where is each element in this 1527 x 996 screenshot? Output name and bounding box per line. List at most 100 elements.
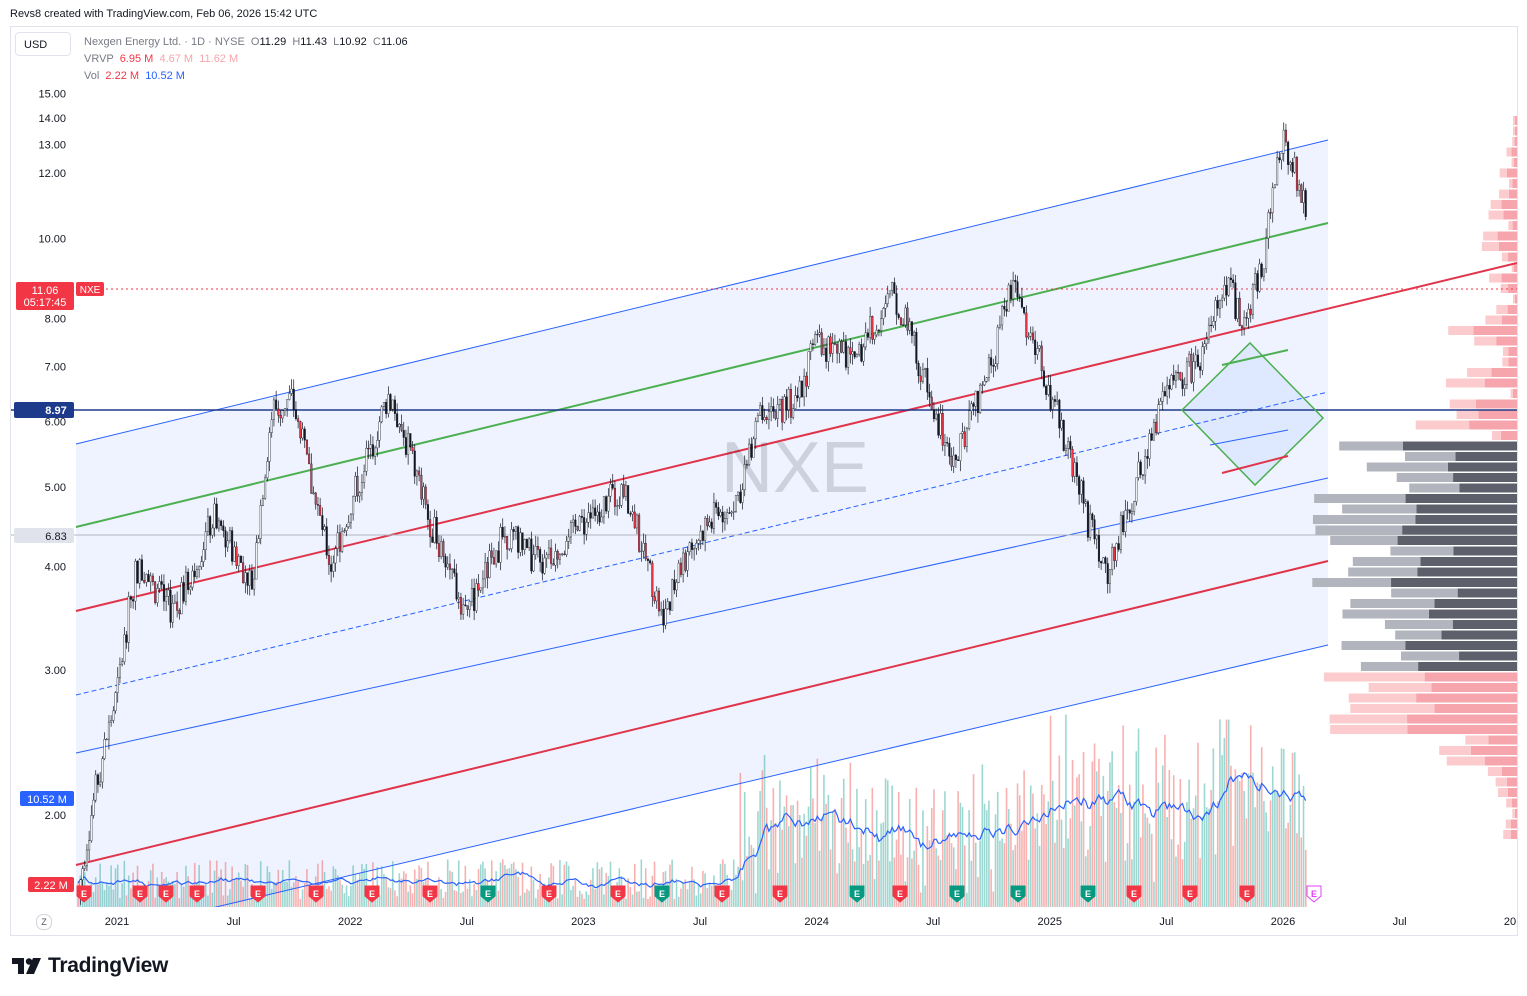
- candle-body: [321, 515, 324, 530]
- candle-body: [1174, 372, 1177, 381]
- earnings-marker[interactable]: E: [1126, 885, 1142, 903]
- volume-bar: [1146, 817, 1149, 907]
- profile-bar-down: [1483, 231, 1498, 241]
- candle-body: [343, 530, 346, 532]
- volume-bar: [847, 842, 849, 907]
- profile-bar-up: [1511, 798, 1517, 808]
- earnings-marker[interactable]: E: [132, 885, 148, 903]
- svg-text:E: E: [81, 889, 87, 899]
- candle-body: [998, 324, 1001, 328]
- candle-body: [409, 433, 412, 448]
- earnings-marker[interactable]: E: [189, 885, 205, 903]
- profile-bar-up: [1397, 536, 1517, 545]
- volume-bar: [402, 871, 405, 907]
- earnings-marker[interactable]: E: [364, 885, 380, 903]
- earnings-marker[interactable]: E: [1306, 885, 1322, 903]
- volume-bar: [262, 893, 264, 907]
- candle-body: [277, 408, 280, 416]
- volume-bar: [970, 860, 973, 907]
- tradingview-logo[interactable]: TradingView: [12, 954, 168, 978]
- profile-bar-down: [1510, 389, 1513, 398]
- legend-vrvp[interactable]: VRVP 6.95 M 4.67 M 11.62 M: [84, 53, 238, 65]
- candle-body: [1280, 153, 1283, 161]
- earnings-marker[interactable]: E: [1182, 885, 1198, 903]
- volume-bar: [504, 865, 506, 907]
- earnings-marker[interactable]: E: [250, 885, 266, 903]
- candle-body: [169, 589, 172, 623]
- earnings-marker[interactable]: E: [1010, 885, 1026, 903]
- volume-bar: [378, 895, 381, 907]
- candle-body: [959, 433, 962, 461]
- candle-body: [565, 541, 568, 555]
- volume-bar: [246, 865, 249, 907]
- volume-bar: [532, 879, 535, 907]
- earnings-marker[interactable]: E: [654, 885, 670, 903]
- volume-bar: [1142, 784, 1144, 907]
- earnings-marker[interactable]: E: [308, 885, 324, 903]
- candle-body: [1115, 543, 1118, 561]
- volume-bar: [1296, 833, 1298, 907]
- volume-bar: [589, 879, 592, 907]
- profile-bar-up: [1514, 158, 1517, 167]
- candle-body: [838, 340, 841, 354]
- currency-button[interactable]: USD: [15, 32, 71, 56]
- candle-body: [125, 634, 128, 643]
- candle-body: [305, 439, 308, 455]
- z-button[interactable]: Z: [36, 914, 52, 930]
- candle-body: [1269, 212, 1272, 214]
- profile-bar-down: [1508, 221, 1513, 230]
- candle-body: [451, 568, 454, 570]
- earnings-marker[interactable]: E: [422, 885, 438, 903]
- earnings-marker[interactable]: E: [610, 885, 626, 903]
- volume-bar: [1133, 801, 1135, 907]
- profile-bar-up: [1434, 599, 1517, 608]
- volume-bar: [286, 881, 288, 907]
- chart-frame[interactable]: [10, 26, 1518, 936]
- volume-bar: [356, 879, 359, 907]
- earnings-marker[interactable]: E: [76, 885, 92, 903]
- profile-bar-down: [1488, 210, 1504, 220]
- candle-body: [1049, 385, 1052, 410]
- earnings-marker[interactable]: E: [158, 885, 174, 903]
- earnings-marker[interactable]: E: [949, 885, 965, 903]
- earnings-marker[interactable]: E: [541, 885, 557, 903]
- earnings-marker[interactable]: E: [714, 885, 730, 903]
- candle-body: [376, 440, 379, 449]
- volume-bar: [763, 754, 766, 907]
- legend-vol[interactable]: Vol 2.22 M 10.52 M: [84, 70, 185, 82]
- candle-body: [994, 363, 997, 367]
- volume-bar: [682, 882, 684, 907]
- earnings-marker[interactable]: E: [892, 885, 908, 903]
- candle-body: [613, 487, 616, 507]
- candle-body: [272, 399, 275, 420]
- volume-bar: [1267, 831, 1270, 907]
- earnings-marker[interactable]: E: [849, 885, 865, 903]
- earnings-marker[interactable]: E: [1080, 885, 1096, 903]
- candle-body: [1221, 297, 1224, 301]
- candle-body: [132, 599, 135, 602]
- candle-body: [785, 396, 788, 410]
- earnings-marker[interactable]: E: [1239, 885, 1255, 903]
- volume-bar: [827, 794, 830, 907]
- volume-bar: [748, 836, 750, 907]
- earnings-marker[interactable]: E: [480, 885, 496, 903]
- profile-bar-down: [1330, 536, 1398, 545]
- profile-bar-down: [1409, 483, 1460, 493]
- dashed-mid-line: [75, 391, 1329, 696]
- volume-bar: [572, 885, 574, 907]
- candle-body: [257, 538, 260, 543]
- candle-body: [728, 512, 731, 514]
- candle-body: [107, 721, 110, 740]
- volume-bar: [288, 860, 291, 907]
- time-tick-label: Jul: [926, 916, 940, 928]
- earnings-marker[interactable]: E: [772, 885, 788, 903]
- candle-body: [154, 581, 157, 603]
- candle-body: [816, 334, 819, 336]
- candle-body: [1245, 317, 1248, 319]
- volume-bar: [1135, 751, 1138, 907]
- candle-body: [286, 399, 289, 409]
- volume-bar: [607, 876, 610, 907]
- candle-body: [215, 503, 218, 529]
